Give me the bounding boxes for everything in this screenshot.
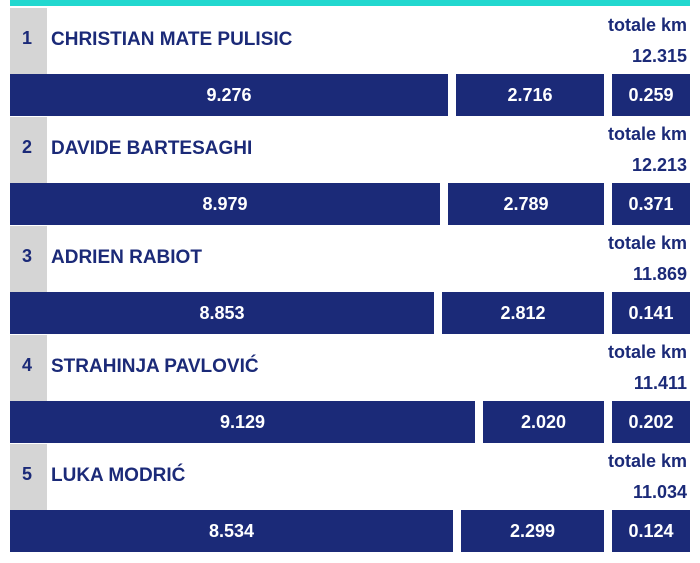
distance-bar-1: 9.129	[10, 401, 475, 443]
player-name: DAVIDE BARTESAGHI	[51, 138, 253, 159]
total-km-label: totale km	[607, 342, 687, 362]
distance-bar-2: 2.020	[483, 401, 604, 443]
player-row: 4 STRAHINJA PAVLOVIĆ totale km 11.411 9.…	[10, 335, 690, 443]
accent-bar	[10, 0, 690, 6]
distance-bar-2: 2.299	[461, 510, 604, 552]
player-row: 3 ADRIEN RABIOT totale km 11.869 8.853 2…	[10, 226, 690, 334]
total-km-value: 11.034	[632, 482, 687, 502]
rank-number: 2	[22, 137, 33, 157]
total-km-value: 11.411	[633, 373, 687, 393]
player-row: 1 CHRISTIAN MATE PULISIC totale km 12.31…	[10, 8, 690, 116]
total-km-label: totale km	[607, 233, 687, 253]
distance-bar-3: 0.202	[612, 401, 690, 443]
distance-bar-3: 0.124	[612, 510, 690, 552]
player-name: ADRIEN RABIOT	[51, 247, 202, 268]
player-row: 2 DAVIDE BARTESAGHI totale km 12.213 8.9…	[10, 117, 690, 225]
total-km-label: totale km	[607, 451, 687, 471]
distance-bar-1: 9.276	[10, 74, 448, 116]
player-row: 5 LUKA MODRIĆ totale km 11.034 8.534 2.2…	[10, 444, 690, 552]
total-km-label: totale km	[607, 15, 687, 35]
distance-bar-2: 2.789	[448, 183, 604, 225]
distance-bar-3: 0.259	[612, 74, 690, 116]
rank-number: 4	[22, 355, 33, 375]
player-name: LUKA MODRIĆ	[51, 465, 186, 486]
total-km-value: 12.213	[631, 155, 687, 175]
rank-number: 3	[22, 246, 33, 266]
distance-bar-2: 2.812	[442, 292, 604, 334]
distance-bar-2: 2.716	[456, 74, 604, 116]
rank-badge: 4	[10, 335, 47, 401]
player-name: CHRISTIAN MATE PULISIC	[51, 29, 293, 50]
distance-bar-3: 0.371	[612, 183, 690, 225]
rank-badge: 2	[10, 117, 47, 183]
distance-bar-1: 8.853	[10, 292, 434, 334]
rank-number: 5	[22, 464, 33, 484]
distance-bar-1: 8.534	[10, 510, 453, 552]
distance-bar-1: 8.979	[10, 183, 440, 225]
rank-badge: 5	[10, 444, 47, 510]
player-name: STRAHINJA PAVLOVIĆ	[51, 356, 259, 377]
total-km-value: 11.869	[632, 264, 687, 284]
rank-badge: 1	[10, 8, 47, 74]
total-km-label: totale km	[607, 124, 687, 144]
total-km-value: 12.315	[631, 46, 687, 66]
distance-bar-3: 0.141	[612, 292, 690, 334]
rank-badge: 3	[10, 226, 47, 292]
rank-number: 1	[22, 28, 33, 48]
